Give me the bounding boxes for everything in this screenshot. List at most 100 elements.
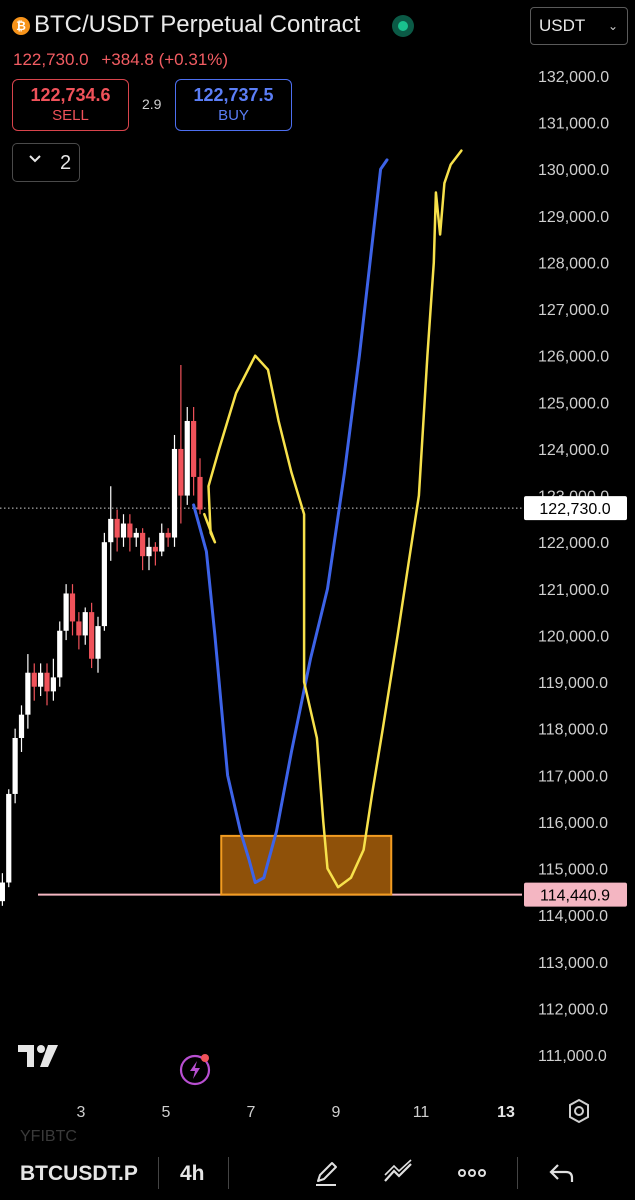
candle-body: [146, 546, 152, 557]
candle-body: [120, 523, 127, 538]
candle-body: [127, 523, 133, 538]
candle-body: [0, 882, 5, 902]
chart-header: ₿ BTC/USDT Perpetual Contract USDT ⌄ 122…: [0, 0, 635, 200]
candle-body: [31, 672, 37, 687]
y-axis-tick-label: 111,000.0: [538, 1048, 607, 1065]
x-axis-tick-label: 5: [162, 1104, 171, 1121]
candle-body: [197, 476, 203, 510]
y-axis-tick-label: 125,000.0: [538, 395, 609, 412]
candle-body: [159, 532, 165, 552]
indicator-count: 2: [60, 152, 72, 174]
bitcoin-icon: ₿: [12, 17, 30, 35]
candle-body: [140, 532, 146, 557]
candle-body: [69, 593, 76, 622]
y-axis-tick-label: 119,000.0: [538, 675, 608, 692]
buy-button[interactable]: 122,737.5 BUY: [175, 79, 292, 131]
candle-body: [89, 612, 95, 659]
sell-button[interactable]: 122,734.6 SELL: [12, 79, 129, 131]
candle-body: [63, 593, 69, 631]
draw-pen-icon[interactable]: [310, 1157, 342, 1189]
current-price-tag: 122,730.0: [524, 496, 627, 521]
y-axis-tick-label: 127,000.0: [538, 302, 609, 319]
current-price-tag-label: 122,730.0: [539, 501, 610, 518]
chevron-down-icon: [29, 155, 41, 163]
x-axis-tick-label: 3: [77, 1104, 86, 1121]
x-axis-tick-label: 11: [413, 1104, 430, 1121]
y-axis-tick-label: 129,000.0: [538, 209, 609, 226]
buy-label: BUY: [218, 107, 249, 124]
candle-body: [184, 420, 190, 496]
price-change-pct: (+0.31%): [158, 50, 229, 69]
candle-body: [133, 532, 139, 538]
flash-icon[interactable]: [179, 1052, 213, 1086]
ghost-symbol: YFIBTC: [20, 1128, 77, 1145]
candle-body: [108, 518, 114, 543]
spread-value: 2.9: [142, 96, 162, 112]
candle-body: [50, 677, 56, 692]
y-axis-tick-label: 114,000.0: [538, 908, 608, 925]
candle-body: [114, 518, 120, 538]
candle-body: [44, 672, 50, 692]
y-axis-tick-label: 121,000.0: [538, 582, 609, 599]
y-axis-tick-label: 126,000.0: [538, 349, 609, 366]
y-axis-tick-label: 131,000.0: [538, 116, 609, 133]
toolbar-divider: [228, 1157, 229, 1189]
more-icon[interactable]: [456, 1157, 488, 1189]
indicators-icon[interactable]: [382, 1157, 414, 1189]
current-price-tag-bg: [524, 496, 627, 521]
candle-body: [57, 630, 63, 678]
candle-body: [165, 532, 171, 538]
candle-body: [95, 626, 101, 659]
bottom-toolbar: BTCUSDT.P 4h: [0, 1145, 635, 1200]
price-summary: 122,730.0 +384.8 (+0.31%): [13, 50, 228, 70]
undo-icon[interactable]: [546, 1157, 578, 1189]
candle-body: [25, 672, 31, 715]
support-level-tag: 114,440.9: [524, 882, 627, 907]
collapse-indicators-button[interactable]: 2: [12, 143, 80, 182]
candle-body: [191, 420, 197, 477]
candle-body: [18, 714, 25, 738]
page-title[interactable]: BTC/USDT Perpetual Contract: [34, 11, 361, 38]
y-axis-tick-label: 120,000.0: [538, 628, 609, 645]
candle-body: [152, 546, 158, 552]
price-change: +384.8: [101, 50, 154, 69]
x-axis-tick-label: 7: [247, 1104, 256, 1121]
chevron-down-icon: ⌄: [607, 19, 618, 33]
symbol-selector[interactable]: BTCUSDT.P: [20, 1162, 138, 1185]
blue-projection-path: [192, 158, 389, 884]
y-axis-tick-label: 117,000.0: [538, 768, 608, 785]
y-axis-tick-label: 130,000.0: [538, 162, 609, 179]
y-axis-tick-label: 118,000.0: [538, 722, 608, 739]
last-price: 122,730.0: [13, 50, 89, 69]
x-axis-tick-label: 13: [497, 1104, 515, 1121]
y-axis-tick-label: 112,000.0: [538, 1001, 608, 1018]
candle-body: [12, 737, 18, 794]
tradingview-logo-icon[interactable]: [18, 1043, 68, 1069]
y-axis-tick-label: 116,000.0: [538, 815, 608, 832]
settings-gear-icon[interactable]: [566, 1098, 592, 1124]
currency-select[interactable]: USDT ⌄: [530, 7, 628, 45]
candle-body: [6, 793, 12, 883]
support-level-tag-bg: [524, 882, 627, 907]
candle-body: [178, 448, 184, 496]
connection-status-icon: [392, 15, 414, 37]
timeframe-selector[interactable]: 4h: [180, 1162, 205, 1185]
y-axis-tick-label: 132,000.0: [538, 69, 609, 86]
yellow-projection-path: [203, 149, 463, 889]
currency-value: USDT: [539, 16, 586, 35]
candle-body: [101, 542, 107, 627]
buy-price: 122,737.5: [193, 85, 274, 105]
y-axis-tick-label: 122,000.0: [538, 535, 609, 552]
sell-label: SELL: [52, 107, 89, 124]
y-axis-tick-label: 124,000.0: [538, 442, 609, 459]
toolbar-divider: [158, 1157, 159, 1189]
support-level-tag-label: 114,440.9: [540, 888, 610, 905]
y-axis-tick-label: 113,000.0: [538, 955, 608, 972]
candle-body: [82, 612, 88, 636]
toolbar-divider: [517, 1157, 518, 1189]
y-axis-tick-label: 128,000.0: [538, 255, 609, 272]
candle-body: [76, 621, 82, 636]
sell-price: 122,734.6: [30, 85, 111, 105]
candle-body: [38, 672, 44, 687]
